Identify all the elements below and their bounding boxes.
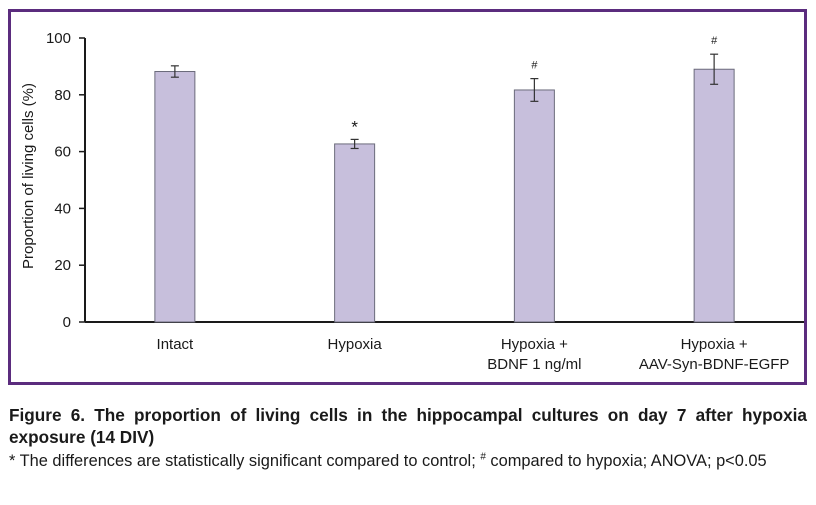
chart-frame: 0 20 40 60 80 100 Proportion of living cells (… [8, 9, 807, 385]
x-tick-label: AAV-Syn-BDNF-EGFP [639, 356, 790, 373]
y-tick-label: 40 [54, 200, 71, 217]
x-tick-label: Hypoxia + [501, 336, 568, 353]
bar [693, 68, 735, 323]
y-tick-label: 80 [54, 87, 71, 104]
x-tick-label: Hypoxia [328, 336, 383, 353]
y-tick-label: 0 [63, 314, 71, 331]
caption-note: * The differences are statistically sign… [9, 451, 807, 472]
bar [154, 71, 196, 323]
caption-note-hash: # [480, 451, 486, 463]
y-axis-label: Proportion of living cells (%) [20, 83, 37, 269]
caption-note-part2: compared to hypoxia; ANOVA; p<0.05 [485, 452, 767, 470]
y-tick-label: 60 [54, 144, 71, 161]
significance-mark: * [351, 117, 358, 136]
significance-mark: # [531, 60, 538, 72]
x-tick-label: Hypoxia + [681, 336, 748, 353]
y-tick-label: 100 [46, 30, 71, 47]
figure-caption: Figure 6. The proportion of living cells… [9, 404, 807, 472]
bar [513, 89, 555, 323]
caption-note-part1: * The differences are statistically sign… [9, 452, 481, 470]
bar-chart: 0 20 40 60 80 100 Proportion of living cells (… [20, 30, 804, 373]
bar [334, 143, 376, 323]
x-tick-label: Intact [157, 336, 195, 353]
caption-title: Figure 6. The proportion of living cells… [9, 405, 807, 447]
x-tick-label: BDNF 1 ng/ml [487, 356, 581, 373]
y-tick-label: 20 [54, 257, 71, 274]
significance-mark: # [711, 35, 718, 47]
